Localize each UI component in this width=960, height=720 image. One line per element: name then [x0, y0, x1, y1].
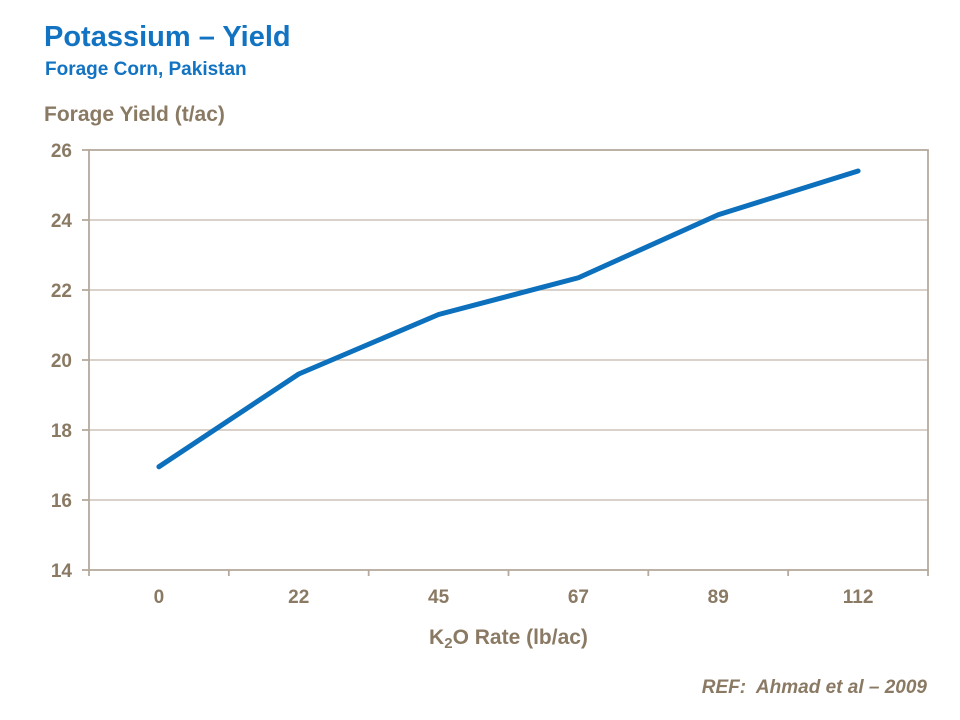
slide-title: Potassium – Yield: [44, 21, 291, 53]
y-tick-label: 14: [51, 561, 73, 582]
x-axis-title: K2O Rate (lb/ac): [89, 626, 928, 652]
y-tick-label: 24: [51, 211, 73, 232]
reference-note: REF: Ahmad et al – 2009: [701, 677, 927, 698]
x-tick-label: 22: [288, 587, 309, 608]
x-tick-label: 45: [428, 587, 450, 608]
y-tick-label: 18: [51, 421, 72, 442]
x-tick-label: 112: [843, 587, 874, 608]
x-tick-label: 0: [154, 587, 165, 608]
slide-subtitle: Forage Corn, Pakistan: [45, 59, 247, 80]
x-axis-title-subscript: 2: [444, 635, 453, 652]
y-tick-label: 20: [51, 351, 72, 372]
x-axis-title-suffix: O Rate (lb/ac): [452, 626, 588, 649]
y-tick-label: 22: [51, 281, 72, 302]
x-axis-title-prefix: K: [429, 626, 445, 649]
y-tick-label: 16: [51, 491, 72, 512]
x-tick-label: 89: [708, 587, 729, 608]
y-tick-label: 26: [51, 141, 72, 162]
y-axis-title: Forage Yield (t/ac): [44, 103, 225, 126]
x-tick-label: 67: [568, 587, 589, 608]
yield-data-line: [156, 168, 861, 470]
